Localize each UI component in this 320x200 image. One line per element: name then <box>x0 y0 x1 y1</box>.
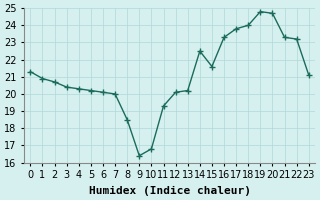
X-axis label: Humidex (Indice chaleur): Humidex (Indice chaleur) <box>89 186 251 196</box>
